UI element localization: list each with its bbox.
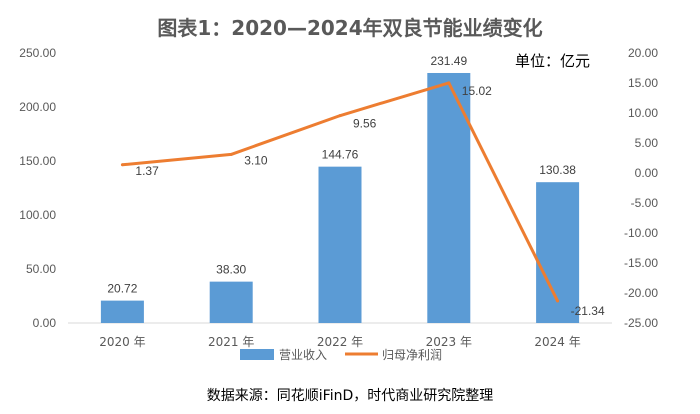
- left-tick-label: 100.00: [19, 208, 56, 222]
- x-tick-label: 2021 年: [208, 335, 254, 349]
- legend: 营业收入 归母净利润: [240, 348, 442, 362]
- revenue-bar-label: 38.30: [216, 263, 246, 277]
- revenue-bar: [209, 281, 253, 323]
- x-tick-label: 2020 年: [99, 335, 145, 349]
- x-axis: 2020 年 2021 年 2022 年 2023 年 2024 年: [99, 335, 581, 349]
- right-tick-label: -5.00: [631, 196, 659, 210]
- profit-point: [556, 299, 560, 303]
- right-tick-label: 5.00: [635, 136, 659, 150]
- profit-point-label: -21.34: [571, 304, 605, 318]
- right-tick-label: 0.00: [635, 166, 659, 180]
- revenue-labels: 20.72 38.30 144.76 231.49 130.38: [107, 54, 576, 296]
- right-axis: -25.00 -20.00 -15.00 -10.00 -5.00 0.00 5.00 10.…: [624, 46, 658, 330]
- profit-line: [120, 81, 560, 303]
- x-tick-label: 2024 年: [534, 335, 580, 349]
- chart-title: 图表1：2020—2024年双良节能业绩变化: [157, 16, 542, 40]
- right-tick-label: -25.00: [624, 316, 658, 330]
- left-tick-label: 200.00: [19, 100, 56, 114]
- right-tick-label: 10.00: [628, 106, 658, 120]
- profit-point: [447, 81, 451, 85]
- left-tick-label: 0.00: [33, 316, 57, 330]
- legend-label-profit: 归母净利润: [382, 348, 442, 362]
- right-tick-label: -10.00: [624, 226, 658, 240]
- right-tick-label: 20.00: [628, 46, 658, 60]
- profit-point-label: 3.10: [244, 153, 268, 167]
- revenue-bar: [100, 300, 144, 323]
- profit-point-label: 9.56: [353, 117, 377, 131]
- x-tick-label: 2023 年: [426, 335, 472, 349]
- profit-labels: 1.37 3.10 9.56 15.02 -21.34: [135, 84, 605, 318]
- profit-point-label: 1.37: [135, 164, 159, 178]
- right-tick-label: -20.00: [624, 286, 658, 300]
- profit-point-label: 15.02: [462, 84, 492, 98]
- source-note: 数据来源：同花顺iFinD，时代商业研究院整理: [207, 388, 493, 404]
- revenue-bar-label: 144.76: [322, 148, 359, 162]
- right-tick-label: -15.00: [624, 256, 658, 270]
- revenue-bar-label: 231.49: [430, 54, 467, 68]
- left-axis: 0.00 50.00 100.00 150.00 200.00 250.00: [19, 46, 56, 330]
- revenue-bar-label: 20.72: [107, 282, 137, 296]
- profit-point: [229, 152, 233, 156]
- legend-swatch-revenue: [240, 349, 274, 360]
- left-tick-label: 250.00: [19, 46, 56, 60]
- profit-point: [120, 163, 124, 167]
- left-tick-label: 150.00: [19, 154, 56, 168]
- revenue-bar: [318, 166, 362, 323]
- x-tick-label: 2022 年: [317, 335, 363, 349]
- revenue-bar-label: 130.38: [539, 163, 576, 177]
- legend-label-revenue: 营业收入: [279, 348, 327, 362]
- right-tick-label: 15.00: [628, 76, 658, 90]
- left-tick-label: 50.00: [26, 262, 56, 276]
- profit-point: [338, 114, 342, 118]
- unit-label: 单位：亿元: [515, 52, 590, 70]
